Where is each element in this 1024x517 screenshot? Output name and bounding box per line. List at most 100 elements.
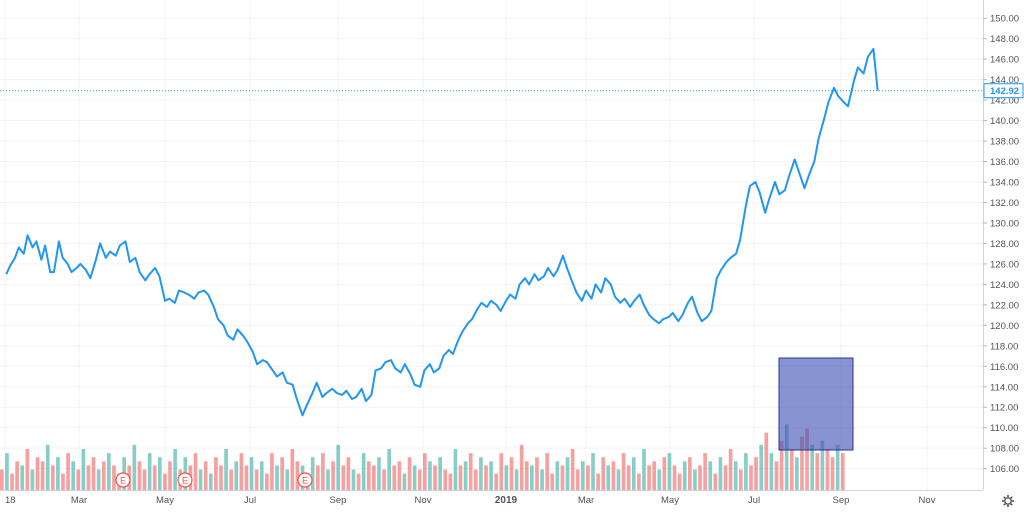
- volume-bar: [366, 461, 371, 490]
- volume-bar: [565, 457, 570, 490]
- volume-bar: [580, 461, 585, 490]
- earnings-marker-circle: [115, 472, 131, 488]
- last-price-label: 142.92: [990, 86, 1019, 97]
- settings-corner[interactable]: [983, 490, 1024, 512]
- volume-bar: [514, 469, 519, 490]
- volume-bar: [142, 469, 147, 490]
- volume-bar: [468, 453, 473, 490]
- price-tick-label: 146.00: [990, 55, 1019, 66]
- volume-bar: [728, 449, 733, 490]
- volume-bar: [356, 473, 361, 490]
- volume-bar: [137, 461, 142, 490]
- volume-bar: [591, 453, 595, 490]
- volume-bar: [35, 457, 40, 490]
- gear-icon-tooth: [1003, 503, 1006, 506]
- volume-bar: [168, 461, 172, 490]
- volume-bar: [830, 457, 835, 490]
- price-line[interactable]: [5, 47, 879, 417]
- volume-bar: [535, 457, 539, 490]
- price-tick-label: 134.00: [990, 178, 1019, 189]
- volume-bar: [198, 469, 203, 490]
- volume-bar: [779, 440, 784, 490]
- volume-bar: [270, 453, 274, 490]
- volume-bar: [458, 465, 463, 490]
- price-tick-label: 130.00: [990, 218, 1019, 229]
- time-tick-label: Nov: [919, 495, 936, 506]
- volume-bar: [672, 465, 677, 490]
- volume-bar: [570, 449, 575, 490]
- volume-bar: [423, 453, 427, 490]
- earnings-marker[interactable]: E: [177, 472, 193, 488]
- volume-bar: [489, 461, 493, 490]
- time-axis-background: [0, 490, 983, 512]
- volume-bar: [479, 457, 483, 490]
- volume-bar: [560, 465, 565, 490]
- volume-bar: [107, 453, 111, 490]
- volume-bar: [244, 465, 249, 490]
- volume-bar: [208, 473, 213, 490]
- volume-bar: [193, 453, 198, 490]
- price-axis[interactable]: 150.00 148.00 146.00 144.00 142.00 140.00 138.…: [983, 0, 1024, 490]
- volume-bar: [708, 461, 713, 490]
- volume-bar: [677, 473, 682, 490]
- time-tick-label: May: [156, 495, 174, 506]
- gear-icon-tooth: [1003, 496, 1006, 499]
- volume-bar: [723, 465, 728, 490]
- volume-bar: [265, 473, 269, 490]
- volume-bar: [448, 473, 453, 490]
- volume-bar: [331, 461, 335, 490]
- gear-icon[interactable]: [1002, 495, 1014, 507]
- volume-bar: [693, 469, 697, 490]
- volume-bar: [596, 473, 600, 490]
- earnings-marker[interactable]: E: [297, 472, 313, 488]
- volume-bar: [341, 465, 346, 490]
- volume-bar: [611, 461, 616, 490]
- price-tick-label: 122.00: [990, 300, 1019, 311]
- volume-bar: [66, 453, 70, 490]
- price-line-layer[interactable]: [0, 47, 983, 417]
- volume-bar: [147, 453, 152, 490]
- volume-bar: [382, 469, 386, 490]
- volume-bar: [275, 465, 279, 490]
- volume-bar: [784, 424, 789, 490]
- price-tick-label: 136.00: [990, 157, 1019, 168]
- volume-bar: [789, 449, 794, 490]
- selection-rectangle[interactable]: [778, 357, 854, 451]
- time-axis[interactable]: 18 Mar May Jul Sep Nov 2019 Mar May Jul Sep Nov: [0, 490, 983, 512]
- volume-bar: [586, 465, 590, 490]
- price-tick-label: 118.00: [990, 341, 1018, 352]
- volume-bar: [290, 449, 295, 490]
- volume-bar: [259, 461, 264, 490]
- volume-bar: [387, 449, 391, 490]
- volume-bar: [132, 444, 137, 490]
- volume-bar: [310, 457, 315, 490]
- volume-bar: [438, 457, 442, 490]
- volume-bar: [157, 457, 162, 490]
- volume-bar: [50, 465, 55, 490]
- volume-bar: [621, 453, 626, 490]
- volume-bar: [647, 465, 651, 490]
- volume-bar: [601, 457, 606, 490]
- volume-bar: [545, 453, 549, 490]
- volume-bar: [280, 457, 284, 490]
- volume-bar: [657, 469, 662, 490]
- volume-bar: [315, 465, 320, 490]
- time-tick-label: 18: [5, 495, 16, 506]
- volume-bar: [738, 469, 743, 490]
- volume-bar: [800, 436, 804, 490]
- volume-bar: [810, 444, 814, 490]
- volume-bar: [616, 469, 621, 490]
- price-tick-label: 114.00: [990, 382, 1018, 393]
- volume-bar: [718, 457, 723, 490]
- earnings-marker[interactable]: E: [115, 472, 131, 488]
- volume-bar: [428, 461, 432, 490]
- time-tick-label: Jul: [244, 495, 256, 506]
- price-tick-label: 132.00: [990, 198, 1019, 209]
- volume-bar: [754, 457, 758, 490]
- volume-bar: [820, 440, 825, 490]
- volume-bar: [81, 449, 86, 490]
- volume-bar: [530, 465, 534, 490]
